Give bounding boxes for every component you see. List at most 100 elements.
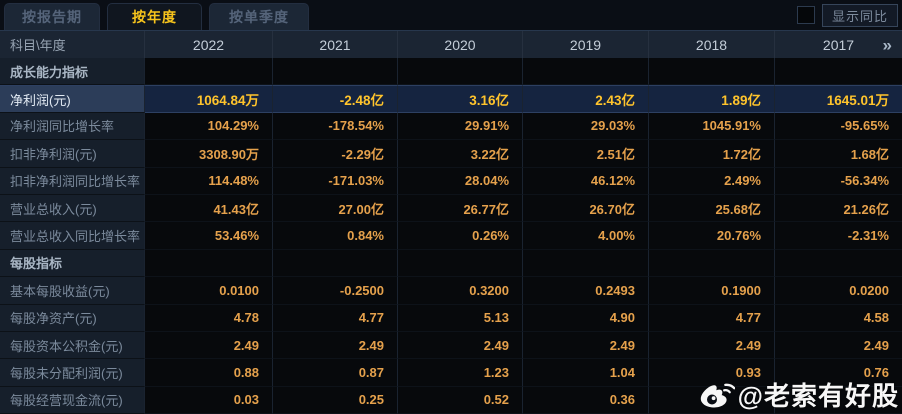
table-row[interactable]: 基本每股收益(元) 0.0100 -0.2500 0.3200 0.2493 0.1900…	[0, 277, 902, 305]
value-cell: -95.65%	[775, 112, 902, 141]
value-cell: -56.34%	[775, 167, 902, 195]
show-yoy-checkbox[interactable]	[796, 6, 815, 24]
value-cell: 5.13	[398, 304, 523, 332]
table-row[interactable]: 扣非净利润(元) 3308.90万 -2.29亿 3.22亿 2.51亿 1.72亿 1.6…	[0, 140, 902, 168]
year-header-2019: 2019	[523, 31, 649, 58]
table-header-row: 科目\年度 2022 2021 2020 2019 2018 2017 »	[0, 30, 902, 58]
value-cell: 1.23	[398, 359, 523, 387]
value-cell: 2.49	[273, 331, 398, 360]
value-cell: 0.0200	[775, 277, 902, 305]
value-cell: 1.89亿	[649, 85, 775, 113]
value-cell: 0.1900	[649, 277, 775, 305]
row-label: 净利润(元)	[0, 85, 145, 113]
value-cell	[649, 249, 775, 278]
value-cell: 2.49	[649, 331, 775, 360]
value-cell: -171.03%	[273, 167, 398, 195]
value-cell: -2.31%	[775, 222, 902, 250]
row-label: 每股指标	[0, 249, 145, 278]
value-cell: 29.91%	[398, 112, 523, 141]
value-cell: 1.72亿	[649, 140, 775, 168]
value-cell: 0.36	[523, 386, 649, 414]
value-cell: 29.03%	[523, 112, 649, 141]
value-cell: -178.54%	[273, 112, 398, 141]
table-row[interactable]: 每股经营现金流(元) 0.03 0.25 0.52 0.36	[0, 386, 902, 414]
yoy-controls: 显示同比	[796, 3, 898, 27]
show-yoy-label[interactable]: 显示同比	[821, 3, 898, 27]
section-row: 每股指标	[0, 249, 902, 278]
value-cell: 25.68亿	[649, 194, 775, 223]
value-cell	[398, 58, 523, 86]
row-label: 扣非净利润同比增长率	[0, 167, 145, 195]
corner-header-cell: 科目\年度	[0, 31, 145, 58]
year-header-2021: 2021	[273, 31, 398, 58]
table-row[interactable]: 净利润同比增长率 104.29% -178.54% 29.91% 29.03% 1045.…	[0, 112, 902, 141]
value-cell: 3.16亿	[398, 85, 523, 113]
value-cell: 26.70亿	[523, 194, 649, 223]
table-row[interactable]: 扣非净利润同比增长率 114.48% -171.03% 28.04% 46.12% 2.4…	[0, 167, 902, 195]
row-label: 每股资本公积金(元)	[0, 331, 145, 360]
value-cell: 1645.01万	[775, 85, 902, 113]
table-row[interactable]: 营业总收入同比增长率 53.46% 0.84% 0.26% 4.00% 20.76% -2.…	[0, 222, 902, 250]
value-cell: 4.00%	[523, 222, 649, 250]
row-label: 每股净资产(元)	[0, 304, 145, 332]
row-label: 每股未分配利润(元)	[0, 359, 145, 387]
year-header-2022: 2022	[145, 31, 273, 58]
value-cell	[649, 386, 775, 414]
value-cell: -0.2500	[273, 277, 398, 305]
value-cell: 2.49	[775, 331, 902, 360]
year-header-2017: 2017 »	[775, 31, 902, 58]
value-cell: 2.49	[398, 331, 523, 360]
value-cell: 3308.90万	[145, 140, 273, 168]
table-row[interactable]: 每股未分配利润(元) 0.88 0.87 1.23 1.04 0.93 0.76	[0, 359, 902, 387]
period-tabbar: 按报告期 按年度 按单季度 显示同比	[0, 0, 902, 30]
value-cell: 0.0100	[145, 277, 273, 305]
value-cell: 0.52	[398, 386, 523, 414]
value-cell	[145, 58, 273, 86]
value-cell: 28.04%	[398, 167, 523, 195]
row-label: 基本每股收益(元)	[0, 277, 145, 305]
table-row[interactable]: 每股净资产(元) 4.78 4.77 5.13 4.90 4.77 4.58	[0, 304, 902, 332]
value-cell: 21.26亿	[775, 194, 902, 223]
value-cell: 104.29%	[145, 112, 273, 141]
value-cell: 0.93	[649, 359, 775, 387]
value-cell: 2.51亿	[523, 140, 649, 168]
value-cell	[273, 58, 398, 86]
value-cell: 3.22亿	[398, 140, 523, 168]
value-cell	[398, 249, 523, 278]
row-label: 扣非净利润(元)	[0, 140, 145, 168]
value-cell: 26.77亿	[398, 194, 523, 223]
table-row[interactable]: 净利润(元) 1064.84万 -2.48亿 3.16亿 2.43亿 1.89亿 1645.…	[0, 85, 902, 113]
value-cell: -2.29亿	[273, 140, 398, 168]
tab-by-report-period[interactable]: 按报告期	[4, 3, 100, 30]
row-label: 每股经营现金流(元)	[0, 386, 145, 414]
value-cell: 2.49	[145, 331, 273, 360]
value-cell: 1045.91%	[649, 112, 775, 141]
value-cell: 4.77	[273, 304, 398, 332]
financials-table: 科目\年度 2022 2021 2020 2019 2018 2017 » 成长…	[0, 30, 902, 414]
value-cell: 0.03	[145, 386, 273, 414]
row-label: 营业总收入(元)	[0, 194, 145, 223]
value-cell: 1.04	[523, 359, 649, 387]
value-cell	[145, 249, 273, 278]
table-row[interactable]: 营业总收入(元) 41.43亿 27.00亿 26.77亿 26.70亿 25.68亿 21…	[0, 194, 902, 223]
table-row[interactable]: 每股资本公积金(元) 2.49 2.49 2.49 2.49 2.49 2.49	[0, 331, 902, 360]
year-header-2020: 2020	[398, 31, 523, 58]
value-cell	[273, 249, 398, 278]
value-cell: -2.48亿	[273, 85, 398, 113]
tab-by-year[interactable]: 按年度	[107, 3, 202, 30]
value-cell: 4.90	[523, 304, 649, 332]
row-label: 营业总收入同比增长率	[0, 222, 145, 250]
value-cell: 2.43亿	[523, 85, 649, 113]
tab-by-single-quarter[interactable]: 按单季度	[209, 3, 309, 30]
value-cell: 0.88	[145, 359, 273, 387]
value-cell: 20.76%	[649, 222, 775, 250]
value-cell	[775, 249, 902, 278]
value-cell	[649, 58, 775, 86]
value-cell: 2.49%	[649, 167, 775, 195]
year-header-2017-label: 2017	[822, 36, 855, 53]
value-cell: 4.77	[649, 304, 775, 332]
more-years-chevron-icon[interactable]: »	[882, 35, 892, 54]
value-cell	[775, 58, 902, 86]
row-label: 成长能力指标	[0, 58, 145, 86]
value-cell: 114.48%	[145, 167, 273, 195]
